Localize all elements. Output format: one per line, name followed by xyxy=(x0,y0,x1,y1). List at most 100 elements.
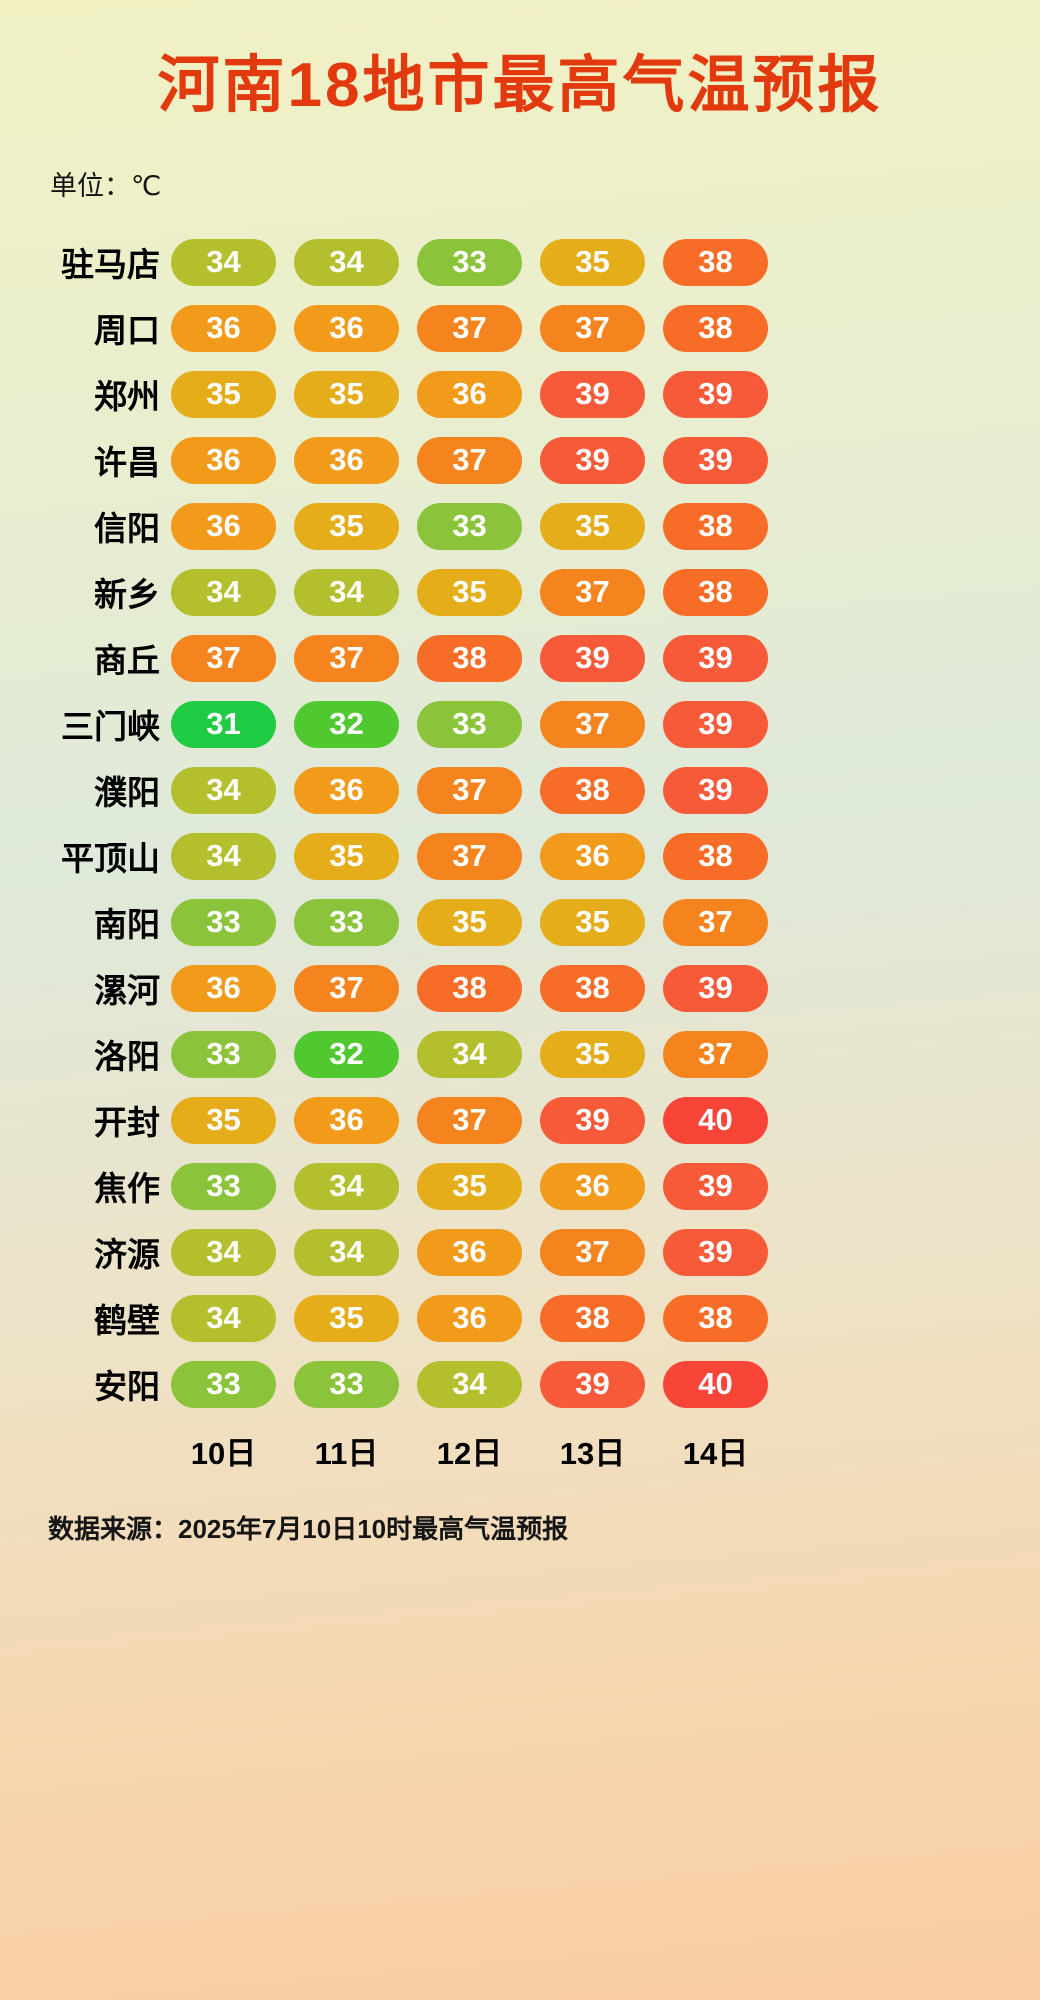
date-label: 14日 xyxy=(682,1435,749,1471)
temp-cell: 37 xyxy=(285,964,408,1012)
temp-cell: 36 xyxy=(162,964,285,1012)
city-label: 安阳 xyxy=(94,1368,160,1406)
city-label: 信阳 xyxy=(94,510,160,548)
temp-pill: 33 xyxy=(294,898,399,946)
temp-cell: 33 xyxy=(162,1360,285,1408)
temp-pill: 36 xyxy=(294,766,399,814)
temp-pill: 37 xyxy=(417,766,522,814)
temp-pill: 34 xyxy=(294,1162,399,1210)
temp-cell: 34 xyxy=(162,568,285,616)
temp-cell: 34 xyxy=(285,568,408,616)
temp-cell: 39 xyxy=(654,436,777,484)
date-header-row: 10日 11日 12日 13日 14日 xyxy=(0,1421,1040,1479)
temp-pill: 34 xyxy=(294,1228,399,1276)
temp-pill: 36 xyxy=(294,1096,399,1144)
temp-pill: 36 xyxy=(294,304,399,352)
temp-cell: 36 xyxy=(531,1162,654,1210)
temp-cell: 34 xyxy=(162,766,285,814)
temp-cell: 35 xyxy=(285,370,408,418)
temp-cell: 36 xyxy=(162,502,285,550)
temp-pill: 36 xyxy=(417,370,522,418)
date-label: 13日 xyxy=(559,1435,626,1471)
temp-pill: 37 xyxy=(417,1096,522,1144)
temp-pill: 35 xyxy=(417,1162,522,1210)
page-title: 河南18地市最高气温预报 xyxy=(157,51,883,120)
temp-cell: 37 xyxy=(654,898,777,946)
temp-cell: 39 xyxy=(654,964,777,1012)
temp-pill: 36 xyxy=(171,964,276,1012)
temp-pill: 40 xyxy=(663,1360,768,1408)
temp-cell: 35 xyxy=(531,1030,654,1078)
city-label: 开封 xyxy=(94,1104,160,1142)
temp-pill: 37 xyxy=(417,832,522,880)
temp-cell: 39 xyxy=(654,1228,777,1276)
temp-pill: 39 xyxy=(540,634,645,682)
temp-pill: 38 xyxy=(417,634,522,682)
temp-cell: 33 xyxy=(285,898,408,946)
temp-cell: 34 xyxy=(162,1294,285,1342)
temp-cell: 36 xyxy=(531,832,654,880)
temp-cell: 37 xyxy=(408,832,531,880)
temp-pill: 36 xyxy=(540,1162,645,1210)
temp-pill: 34 xyxy=(171,1294,276,1342)
temp-cell: 35 xyxy=(162,1096,285,1144)
temp-pill: 38 xyxy=(663,1294,768,1342)
temp-cell: 37 xyxy=(408,436,531,484)
temp-pill: 37 xyxy=(294,634,399,682)
temp-cell: 36 xyxy=(408,1228,531,1276)
temp-cell: 39 xyxy=(654,700,777,748)
table-row: 洛阳 33 32 34 35 37 xyxy=(0,1021,1040,1087)
temp-cell: 40 xyxy=(654,1360,777,1408)
temp-cell: 39 xyxy=(531,1360,654,1408)
temp-pill: 39 xyxy=(540,1360,645,1408)
city-label: 洛阳 xyxy=(94,1038,160,1076)
temp-cell: 36 xyxy=(408,1294,531,1342)
temp-pill: 39 xyxy=(663,1228,768,1276)
table-row: 安阳 33 33 34 39 40 xyxy=(0,1351,1040,1417)
temp-pill: 34 xyxy=(171,766,276,814)
temp-pill: 37 xyxy=(294,964,399,1012)
temp-cell: 37 xyxy=(531,568,654,616)
temp-pill: 39 xyxy=(663,634,768,682)
table-row: 商丘 37 37 38 39 39 xyxy=(0,625,1040,691)
temp-cell: 37 xyxy=(531,1228,654,1276)
temp-cell: 39 xyxy=(531,436,654,484)
temp-cell: 38 xyxy=(531,766,654,814)
city-label: 漯河 xyxy=(94,972,160,1010)
city-label: 新乡 xyxy=(94,576,160,614)
temp-pill: 38 xyxy=(417,964,522,1012)
temp-pill: 39 xyxy=(663,436,768,484)
temp-cell: 38 xyxy=(654,832,777,880)
temp-cell: 37 xyxy=(408,1096,531,1144)
temp-pill: 34 xyxy=(417,1360,522,1408)
temp-pill: 33 xyxy=(294,1360,399,1408)
temp-cell: 34 xyxy=(162,238,285,286)
temp-pill: 35 xyxy=(417,568,522,616)
temp-pill: 35 xyxy=(294,832,399,880)
data-source-label: 数据来源：2025年7月10日10时最高气温预报 xyxy=(48,1514,569,1545)
temp-cell: 34 xyxy=(285,1228,408,1276)
city-label: 许昌 xyxy=(94,444,160,482)
temp-cell: 36 xyxy=(162,436,285,484)
temp-cell: 37 xyxy=(531,304,654,352)
temp-pill: 35 xyxy=(294,370,399,418)
temp-cell: 35 xyxy=(531,238,654,286)
temp-cell: 36 xyxy=(285,766,408,814)
date-label: 10日 xyxy=(190,1435,257,1471)
temp-cell: 34 xyxy=(162,1228,285,1276)
temp-cell: 39 xyxy=(654,766,777,814)
temp-cell: 40 xyxy=(654,1096,777,1144)
temp-pill: 37 xyxy=(171,634,276,682)
temp-cell: 36 xyxy=(408,370,531,418)
temp-pill: 37 xyxy=(417,304,522,352)
temp-cell: 33 xyxy=(162,1162,285,1210)
date-label: 12日 xyxy=(436,1435,503,1471)
temp-cell: 38 xyxy=(654,304,777,352)
temp-pill: 39 xyxy=(663,1162,768,1210)
table-row: 漯河 36 37 38 38 39 xyxy=(0,955,1040,1021)
temp-pill: 33 xyxy=(171,1360,276,1408)
temp-pill: 35 xyxy=(540,1030,645,1078)
city-label: 郑州 xyxy=(94,378,160,416)
temp-pill: 32 xyxy=(294,1030,399,1078)
temp-cell: 38 xyxy=(654,1294,777,1342)
